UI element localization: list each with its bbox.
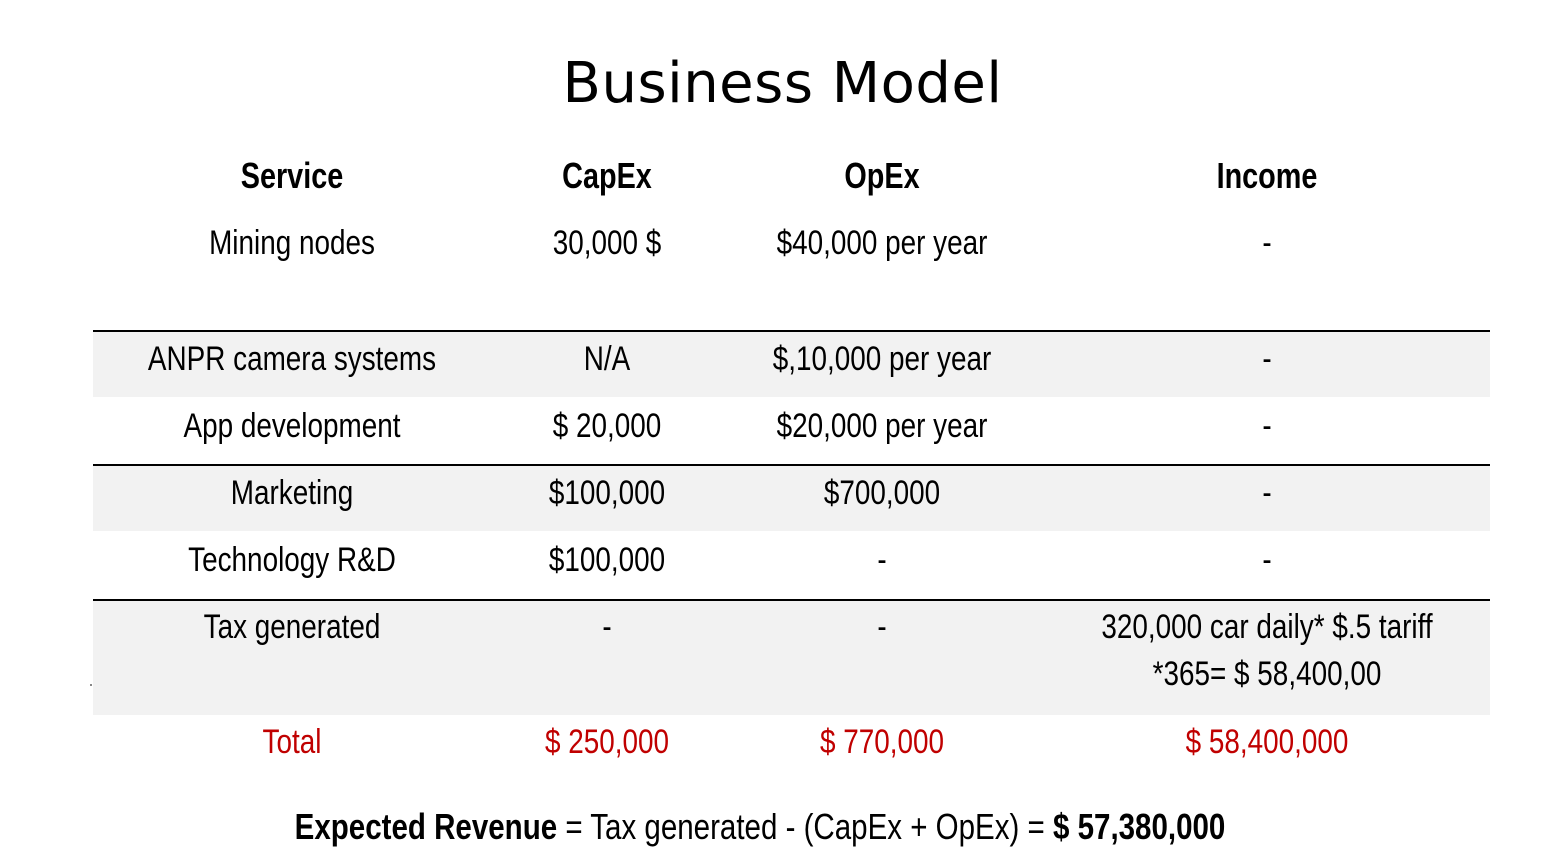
table-cell-opex: $40,000 per year [776, 224, 988, 262]
table-cell-income: - [1262, 474, 1272, 512]
table-cell-capex: - [602, 608, 612, 646]
row-divider-2 [93, 464, 1490, 466]
total-opex: $ 770,000 [819, 723, 945, 761]
table-cell-income: - [1262, 224, 1272, 262]
table-cell-opex: - [877, 541, 887, 579]
row-band-marketing [93, 466, 1490, 531]
stray-mark [90, 684, 92, 686]
table-cell-income: - [1262, 340, 1272, 378]
row-divider-1 [93, 330, 1490, 332]
formula-expression: = Tax generated - (CapEx + OpEx) = [557, 806, 1053, 847]
header-income: Income [1216, 155, 1318, 196]
row-band-anpr [93, 331, 1490, 397]
header-opex: OpEx [844, 155, 920, 196]
table-cell-service: Tax generated [203, 608, 381, 646]
expected-revenue-formula: Expected Revenue = Tax generated - (CapE… [137, 806, 1383, 848]
header-service: Service [240, 155, 344, 196]
table-cell-service: ANPR camera systems [147, 340, 437, 378]
table-cell-income: - [1262, 407, 1272, 445]
page-title: Business Model [562, 51, 1003, 116]
table-cell-capex: $100,000 [548, 541, 666, 579]
row-divider-3 [93, 599, 1490, 601]
income-line-2: *365= $ 58,400,00 [1152, 655, 1382, 693]
row-band-tax [93, 600, 1490, 715]
table-cell-opex: $,10,000 per year [772, 340, 992, 378]
table-cell-capex: $ 20,000 [552, 407, 662, 445]
table-cell-opex: $700,000 [823, 474, 941, 512]
table-cell-opex: $20,000 per year [776, 407, 988, 445]
formula-label: Expected Revenue [294, 806, 558, 847]
table-cell-capex: $100,000 [548, 474, 666, 512]
total-income: $ 58,400,000 [1185, 723, 1349, 761]
total-capex: $ 250,000 [544, 723, 670, 761]
table-cell-service: Mining nodes [209, 224, 375, 262]
formula-result: $ 57,380,000 [1052, 806, 1226, 847]
table-cell-service: Technology R&D [188, 541, 396, 579]
table-cell-income: - [1262, 541, 1272, 579]
table-cell-service: App development [183, 407, 401, 445]
income-line-1: 320,000 car daily* $.5 tariff [1101, 608, 1433, 646]
total-label: Total [262, 723, 322, 761]
table-cell-service: Marketing [230, 474, 354, 512]
table-cell-opex: - [877, 608, 887, 646]
table-cell-capex: 30,000 $ [552, 224, 662, 262]
table-cell-income: 320,000 car daily* $.5 tariff *365= $ 58… [1074, 604, 1459, 698]
header-capex: CapEx [562, 155, 652, 196]
table-cell-capex: N/A [583, 340, 631, 378]
